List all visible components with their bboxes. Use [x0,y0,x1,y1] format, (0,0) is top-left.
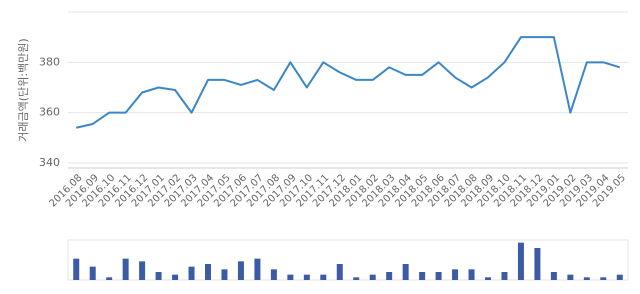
volume-bar [468,269,475,280]
volume-bar [534,248,541,280]
volume-bar [517,242,524,280]
volume-bar [501,272,508,280]
volume-bar [205,264,211,280]
volume-bar [583,277,590,280]
volume-bar [567,274,574,280]
volume-bar [122,258,129,280]
volume-bar [221,269,228,280]
volume-bar [369,274,376,280]
y-tick-label: 380 [39,55,60,68]
volume-bar [139,261,146,280]
volume-bar [485,277,491,280]
volume-bar [155,272,162,280]
volume-bar [452,269,459,280]
y-tick-label: 360 [39,106,60,119]
volume-bar [386,272,393,280]
volume-bar [550,272,557,280]
volume-bar [419,272,426,280]
volume-bar [600,277,607,280]
volume-bar [320,274,327,280]
volume-bar [435,272,442,280]
volume-bar [336,264,343,280]
y-tick-label: 340 [39,156,60,169]
volume-bar [89,266,96,280]
volume-frame [67,239,629,281]
y-axis-label: 거래금액(단위:백만원) [17,38,30,141]
volume-bar [303,274,310,280]
price-line [76,36,621,129]
volume-bar [172,274,179,280]
volume-bar [237,261,244,280]
volume-bar [287,274,294,280]
volume-bar [254,258,261,280]
volume-bar [106,277,113,280]
volume-bar [188,266,195,280]
volume-bar [73,258,80,280]
volume-bar [270,269,277,280]
volume-bar [402,264,409,280]
volume-bar [616,274,623,280]
volume-bar [353,277,360,280]
